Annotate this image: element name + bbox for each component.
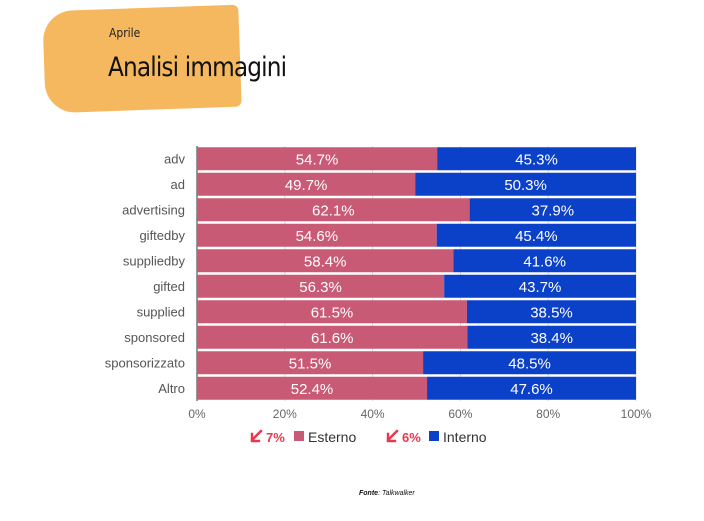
x-tick-label: 0% [188, 407, 206, 421]
bar-interno [469, 198, 636, 222]
data-label: 61.6% [311, 330, 354, 347]
category-label: adv [164, 151, 185, 166]
data-label: 45.4% [515, 228, 558, 245]
legend-label: Interno [443, 429, 487, 445]
bar-esterno [197, 172, 416, 196]
data-label: 38.4% [530, 330, 573, 347]
source-name: : Talkwalker [378, 490, 415, 497]
bar-esterno [197, 300, 467, 324]
bar-interno [453, 249, 636, 273]
data-label: 58.4% [304, 253, 347, 270]
bar-interno [444, 274, 636, 298]
legend-swatch [294, 431, 304, 441]
bar-interno [466, 300, 636, 324]
bar-interno [427, 376, 636, 400]
bar-esterno [197, 274, 445, 298]
trend-down-arrow-icon [250, 429, 263, 443]
category-label: giftedby [139, 228, 185, 243]
data-label: 50.3% [504, 177, 547, 194]
category-label: Altro [158, 381, 185, 396]
legend-swatch [429, 431, 439, 441]
data-label: 48.5% [508, 355, 551, 372]
bar-interno [436, 223, 636, 247]
x-tick-label: 20% [273, 407, 297, 421]
bar-esterno [197, 325, 468, 349]
x-tick-label: 40% [361, 407, 385, 421]
category-label: supplied [137, 304, 185, 319]
category-label: ad [171, 177, 185, 192]
category-label: gifted [153, 279, 185, 294]
legend-badge: 7% [266, 430, 285, 445]
data-label: 62.1% [312, 202, 355, 219]
data-label: 54.6% [296, 228, 339, 245]
category-label: sponsorizzato [105, 355, 185, 370]
source-note: Fonte: Talkwalker [359, 490, 415, 497]
bar-esterno [197, 147, 438, 171]
x-tick-label: 60% [448, 407, 472, 421]
bar-esterno [197, 249, 454, 273]
x-tick-label: 80% [536, 407, 560, 421]
data-label: 41.6% [523, 253, 566, 270]
page-title: Analisi immagini [108, 52, 287, 83]
bar-esterno [197, 223, 437, 247]
data-label: 49.7% [285, 177, 328, 194]
category-label: suppliedby [123, 253, 186, 268]
data-label: 56.3% [299, 279, 342, 296]
category-label: sponsored [124, 330, 185, 345]
category-label: advertising [122, 202, 185, 217]
bar-interno [467, 325, 636, 349]
data-label: 38.5% [530, 304, 573, 321]
source-label: Fonte [359, 490, 379, 497]
bar-esterno [197, 198, 470, 222]
bar-interno [437, 147, 636, 171]
legend-badge: 6% [402, 430, 421, 445]
data-label: 54.7% [296, 151, 339, 168]
data-label: 37.9% [532, 202, 575, 219]
legend-label: Esterno [308, 429, 356, 445]
bar-esterno [197, 351, 424, 375]
bar-esterno [197, 376, 428, 400]
x-tick-label: 100% [621, 407, 652, 421]
data-label: 47.6% [510, 381, 553, 398]
bar-interno [423, 351, 636, 375]
data-label: 51.5% [289, 355, 332, 372]
data-label: 45.3% [515, 151, 558, 168]
data-label: 52.4% [291, 381, 334, 398]
trend-down-arrow-icon [386, 429, 399, 443]
data-label: 61.5% [311, 304, 354, 321]
data-label: 43.7% [519, 279, 562, 296]
bar-interno [415, 172, 636, 196]
page-kicker: Aprile [109, 26, 141, 40]
